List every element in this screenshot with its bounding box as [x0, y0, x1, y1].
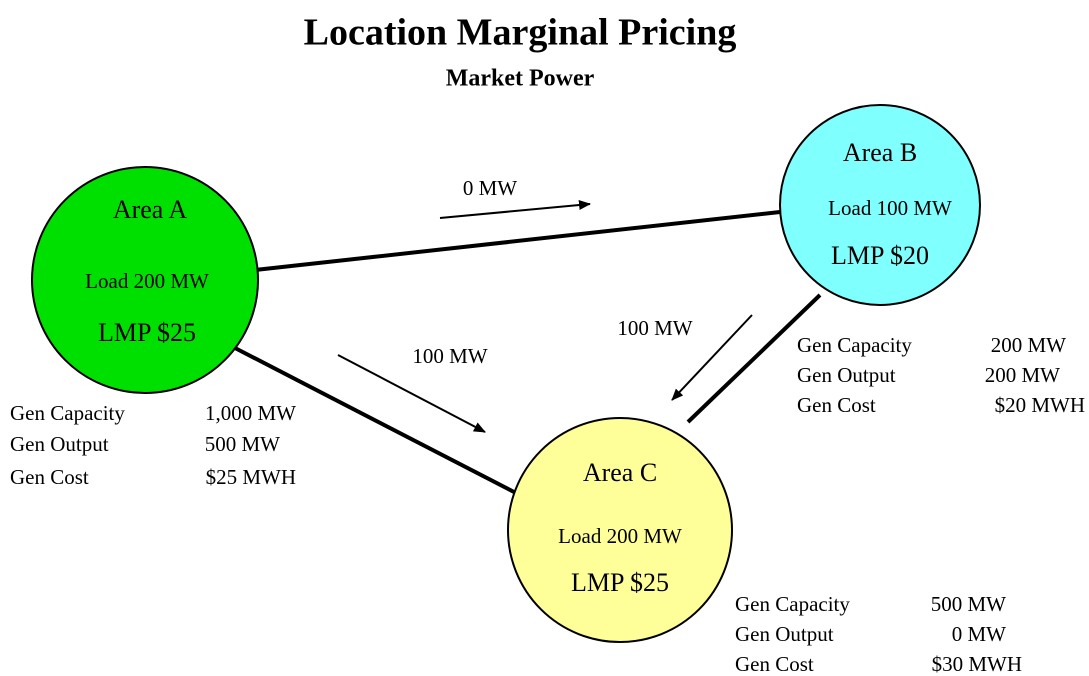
node-lmp: LMP $25 [98, 318, 196, 347]
node-load: Load 200 MW [558, 524, 682, 548]
flow-label: 100 MW [617, 316, 692, 340]
link [686, 293, 822, 424]
node-lmp: LMP $25 [571, 568, 669, 597]
flow-label: 0 MW [463, 176, 517, 200]
node-c [507, 417, 733, 643]
gen-value: 500 MW [931, 592, 1006, 616]
gen-label: Gen Cost [797, 393, 876, 417]
gen-label: Gen Output [735, 622, 834, 646]
gen-label: Gen Output [797, 363, 896, 387]
arrow [337, 354, 486, 433]
node-load: Load 100 MW [828, 196, 952, 220]
title: Location Marginal Pricing [304, 12, 737, 54]
gen-value: $20 MWH [995, 393, 1085, 417]
gen-a: Gen Capacity 1,000 MW Gen Output 500 MW … [10, 401, 296, 489]
arrow [439, 200, 591, 219]
gen-value: 1,000 MW [205, 401, 296, 425]
node-label: Area A [113, 195, 188, 224]
gen-label: Gen Cost [735, 652, 814, 676]
gen-value: $25 MWH [206, 465, 296, 489]
node-label: Area B [843, 138, 917, 167]
link [254, 210, 781, 272]
flow-label: 100 MW [412, 344, 487, 368]
node-b [779, 104, 981, 306]
gen-value: 200 MW [985, 363, 1060, 387]
subtitle: Market Power [446, 66, 595, 92]
gen-label: Gen Capacity [735, 592, 850, 616]
gen-label: Gen Cost [10, 465, 89, 489]
gen-value: 200 MW [991, 333, 1066, 357]
gen-value: $30 MWH [932, 652, 1022, 676]
gen-label: Gen Capacity [797, 333, 912, 357]
node-load: Load 200 MW [85, 269, 209, 293]
node-label: Area C [583, 458, 657, 487]
gen-label: Gen Output [10, 432, 109, 456]
gen-value: 0 MW [952, 622, 1006, 646]
node-lmp: LMP $20 [831, 241, 929, 270]
gen-c: Gen Capacity 500 MW Gen Output 0 MW Gen … [735, 592, 1022, 676]
gen-label: Gen Capacity [10, 401, 125, 425]
gen-b: Gen Capacity 200 MW Gen Output 200 MW Ge… [797, 333, 1085, 417]
links [234, 210, 822, 494]
arrows [337, 200, 753, 433]
gen-value: 500 MW [205, 432, 280, 456]
arrow [671, 314, 753, 401]
link [234, 346, 515, 494]
node-a [31, 166, 259, 394]
